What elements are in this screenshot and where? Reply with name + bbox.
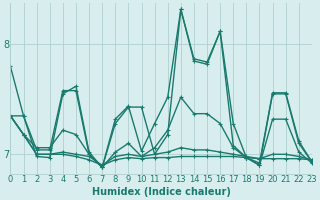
X-axis label: Humidex (Indice chaleur): Humidex (Indice chaleur) (92, 187, 231, 197)
